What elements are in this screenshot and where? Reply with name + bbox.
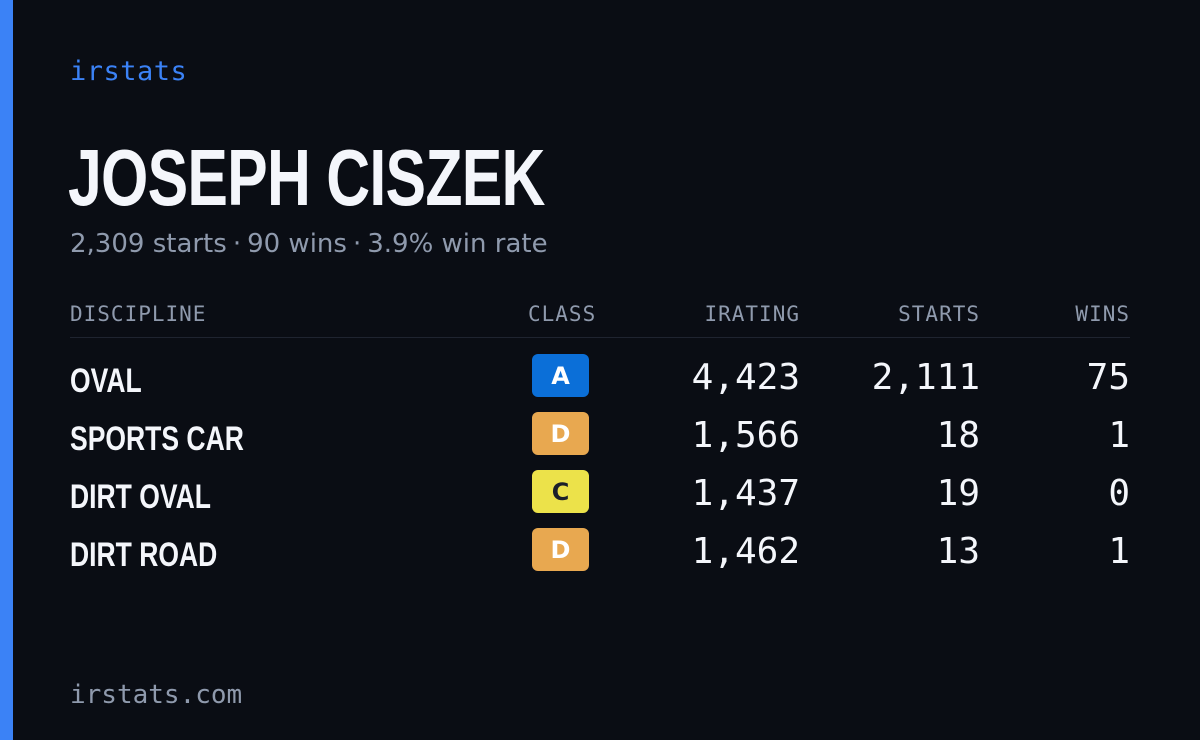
discipline-name: DIRT OVAL	[70, 478, 211, 516]
starts-value: 19	[936, 473, 980, 514]
irating-value: 4,423	[691, 357, 800, 398]
class-badge: D	[532, 528, 589, 571]
table-row: DIRT ROAD D 1,462 13 1	[70, 528, 1130, 586]
discipline-name: SPORTS CAR	[70, 420, 244, 458]
header-irating: IRATING	[704, 302, 800, 326]
wins-value: 0	[1108, 473, 1130, 514]
summary-separator: ·	[352, 229, 362, 259]
irating-value: 1,566	[691, 415, 800, 456]
summary-separator: ·	[232, 229, 242, 259]
header-starts: STARTS	[898, 302, 980, 326]
summary-wins: 90 wins	[247, 229, 347, 259]
brand-logo-text: irstats	[70, 56, 188, 87]
header-wins: WINS	[1075, 302, 1130, 326]
wins-value: 1	[1108, 415, 1130, 456]
wins-value: 75	[1086, 357, 1130, 398]
stats-table-body: OVAL A 4,423 2,111 75 SPORTS CAR D 1,566…	[70, 354, 1130, 586]
starts-value: 13	[936, 531, 980, 572]
discipline-name: DIRT ROAD	[70, 536, 218, 574]
starts-value: 18	[936, 415, 980, 456]
driver-name: JOSEPH CISZEK	[68, 133, 545, 222]
table-row: DIRT OVAL C 1,437 19 0	[70, 470, 1130, 528]
header-class: CLASS	[528, 302, 597, 326]
table-row: OVAL A 4,423 2,111 75	[70, 354, 1130, 412]
class-badge: C	[532, 470, 589, 513]
starts-value: 2,111	[871, 357, 980, 398]
irating-value: 1,437	[691, 473, 800, 514]
class-badge: D	[532, 412, 589, 455]
wins-value: 1	[1108, 531, 1130, 572]
stats-table-header: DISCIPLINE CLASS IRATING STARTS WINS	[70, 300, 1130, 338]
irating-value: 1,462	[691, 531, 800, 572]
discipline-name: OVAL	[70, 362, 142, 400]
summary-win-rate: 3.9% win rate	[367, 229, 548, 259]
footer-domain: irstats.com	[70, 680, 243, 710]
header-discipline: DISCIPLINE	[70, 302, 207, 326]
table-row: SPORTS CAR D 1,566 18 1	[70, 412, 1130, 470]
summary-starts: 2,309 starts	[70, 229, 227, 259]
driver-summary: 2,309 starts · 90 wins · 3.9% win rate	[70, 229, 548, 259]
class-badge: A	[532, 354, 589, 397]
accent-bar	[0, 0, 13, 740]
